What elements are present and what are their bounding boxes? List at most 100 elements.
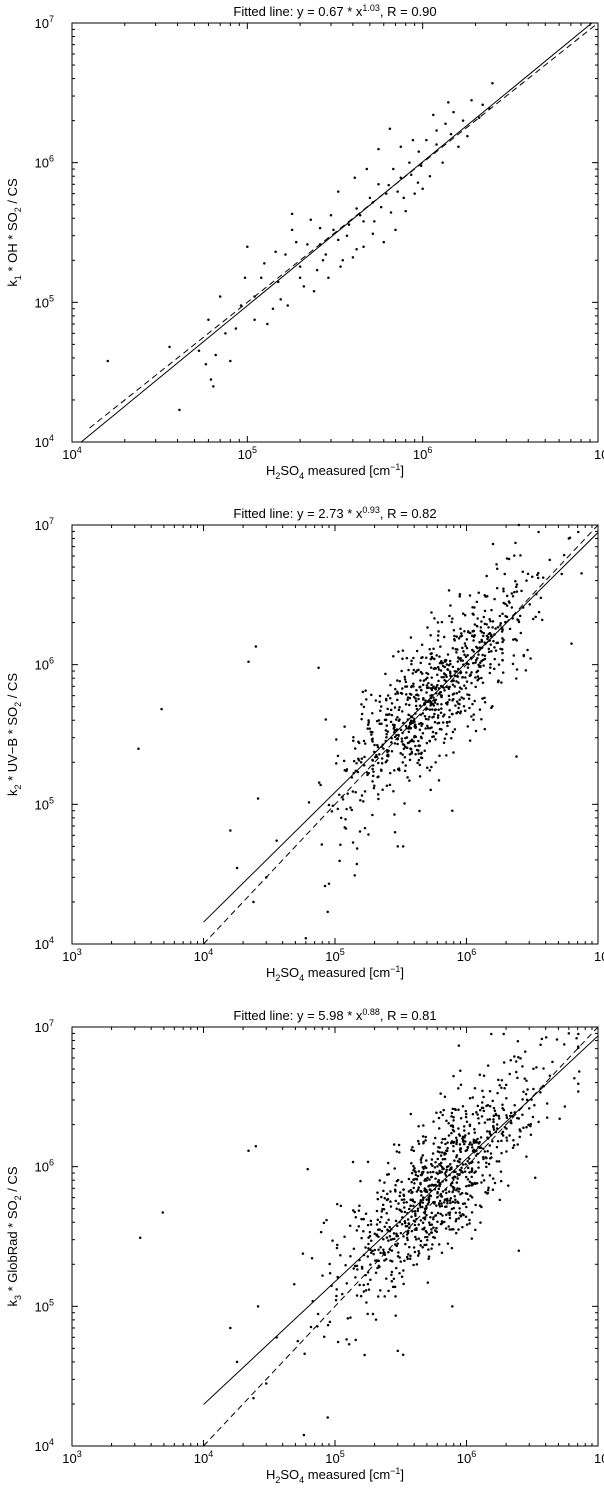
data-point	[235, 1360, 239, 1364]
x-tick-label: 107	[594, 1449, 604, 1466]
data-point	[452, 751, 455, 754]
data-point	[470, 1146, 474, 1149]
data-point	[296, 1339, 300, 1343]
data-point	[432, 696, 435, 699]
data-point	[451, 693, 455, 696]
data-point	[319, 783, 322, 787]
data-point	[404, 736, 407, 740]
data-point	[485, 574, 488, 578]
data-point	[448, 1173, 451, 1177]
data-point	[481, 103, 484, 106]
data-point	[526, 648, 529, 652]
data-point	[448, 1199, 452, 1202]
data-point	[451, 646, 455, 650]
data-point	[468, 693, 471, 697]
data-point	[482, 664, 485, 667]
data-point	[389, 683, 392, 687]
data-point	[372, 786, 376, 790]
data-point	[453, 1159, 456, 1162]
data-point	[412, 682, 415, 686]
data-point	[505, 1096, 508, 1100]
data-point	[577, 1032, 580, 1036]
data-point	[453, 728, 457, 731]
tick-base: 10	[35, 295, 49, 310]
data-point	[515, 755, 518, 758]
data-point	[390, 702, 394, 705]
data-point	[439, 660, 443, 663]
data-point	[323, 884, 327, 888]
data-point	[464, 1162, 467, 1166]
data-point	[252, 900, 255, 904]
data-point	[387, 1289, 390, 1293]
data-point	[362, 1253, 366, 1257]
data-point	[385, 732, 388, 736]
data-point	[407, 668, 410, 672]
data-point	[415, 1263, 419, 1266]
data-point	[418, 775, 422, 778]
data-point	[485, 623, 488, 626]
data-point	[212, 385, 215, 388]
data-point	[551, 1060, 554, 1064]
data-point	[396, 737, 400, 741]
data-point	[279, 298, 282, 301]
data-point	[409, 636, 413, 639]
data-point	[387, 183, 390, 187]
data-point	[442, 1108, 445, 1112]
data-point	[435, 1184, 438, 1188]
data-point	[459, 1116, 463, 1120]
data-point	[444, 1227, 448, 1230]
data-point	[497, 1117, 501, 1120]
data-point	[416, 1254, 420, 1257]
data-point	[454, 1231, 458, 1235]
data-point	[326, 1323, 330, 1327]
data-point	[471, 1096, 475, 1099]
fitted-line	[203, 1035, 598, 1405]
data-point	[530, 1098, 533, 1101]
data-point	[396, 768, 400, 771]
data-point	[563, 1105, 567, 1108]
data-point	[386, 713, 390, 717]
data-point	[408, 779, 411, 782]
data-point	[488, 1130, 491, 1133]
data-point	[368, 1234, 372, 1238]
data-point	[514, 1070, 518, 1074]
data-point	[243, 276, 247, 279]
data-point	[517, 619, 520, 622]
data-point	[491, 542, 495, 546]
data-point	[469, 1161, 473, 1165]
ylabel-subscript: 3	[13, 1295, 23, 1300]
data-point	[483, 593, 486, 597]
data-point	[445, 1205, 448, 1208]
tick-base: 10	[35, 1299, 49, 1314]
data-point	[409, 173, 413, 176]
data-point	[365, 698, 368, 701]
data-point	[472, 718, 475, 722]
data-point	[367, 1288, 371, 1291]
data-point	[486, 635, 490, 639]
data-point	[460, 1166, 463, 1169]
data-point	[500, 1139, 503, 1143]
data-point	[276, 280, 280, 284]
data-point	[438, 1169, 441, 1173]
data-point	[476, 617, 479, 620]
data-point	[400, 1180, 403, 1184]
data-point	[411, 1198, 414, 1201]
data-point	[377, 1235, 380, 1238]
data-point	[385, 1221, 388, 1225]
data-point	[464, 655, 468, 658]
data-point	[411, 721, 414, 725]
data-point	[427, 1196, 430, 1199]
data-point	[459, 1193, 462, 1196]
data-point	[474, 729, 478, 733]
tick-base: 10	[238, 447, 252, 462]
data-point	[369, 1278, 372, 1281]
data-point	[480, 646, 484, 649]
data-point	[362, 1283, 365, 1287]
data-point	[421, 1196, 425, 1199]
data-point	[487, 626, 490, 629]
data-point	[393, 831, 397, 834]
data-point	[379, 205, 383, 209]
data-point	[491, 82, 494, 85]
data-point	[352, 739, 355, 743]
data-point	[382, 1238, 385, 1241]
